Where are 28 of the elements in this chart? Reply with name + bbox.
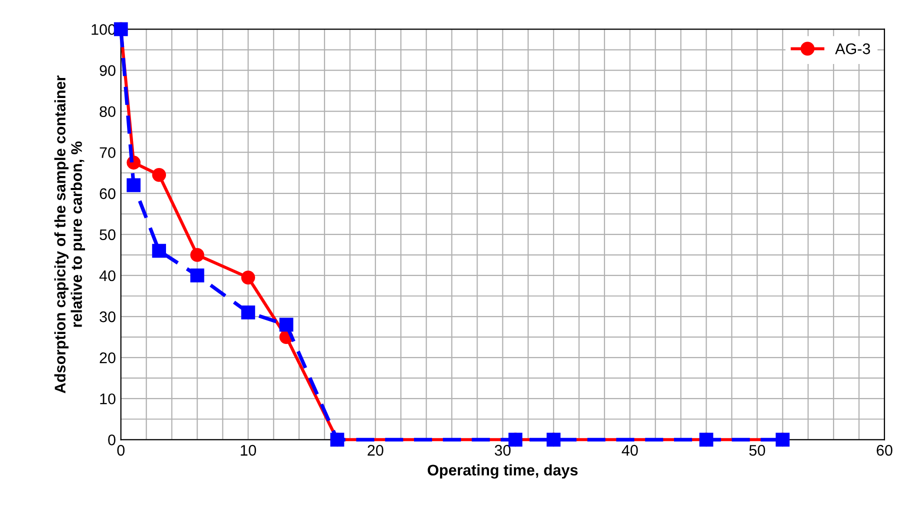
y-tick-label: 90	[100, 65, 116, 76]
point	[126, 178, 141, 192]
legend-label: AG-3	[835, 43, 870, 54]
point	[241, 270, 256, 284]
x-tick-label: 10	[240, 444, 256, 456]
point	[279, 318, 294, 332]
x-tick-label: 40	[622, 444, 638, 456]
point	[190, 268, 204, 282]
y-tick-label: 70	[100, 147, 116, 158]
y-tick-label: 50	[100, 229, 116, 240]
y-tick-label: 60	[100, 188, 116, 200]
y-axis-title: Adsorption capicity of the sample container relative to pure carbon, %	[54, 75, 85, 394]
y-tick-label: 0	[108, 434, 116, 446]
point	[152, 244, 166, 258]
y-tick-label: 80	[100, 106, 116, 118]
x-axis-title: Operating time, days	[428, 464, 578, 479]
x-tick-label: 0	[117, 444, 125, 456]
point	[241, 305, 256, 320]
y-tick-label: 40	[99, 270, 116, 282]
y-tick-label: 10	[100, 393, 116, 404]
x-tick-label: 20	[368, 444, 384, 456]
point	[152, 168, 166, 182]
point	[190, 248, 204, 262]
x-tick-label: 60	[876, 444, 892, 456]
y-tick-label: 20	[100, 352, 116, 364]
y-tick-label: 30	[100, 311, 116, 322]
x-tick-label: 30	[494, 444, 511, 456]
x-tick-label: 50	[749, 444, 766, 456]
